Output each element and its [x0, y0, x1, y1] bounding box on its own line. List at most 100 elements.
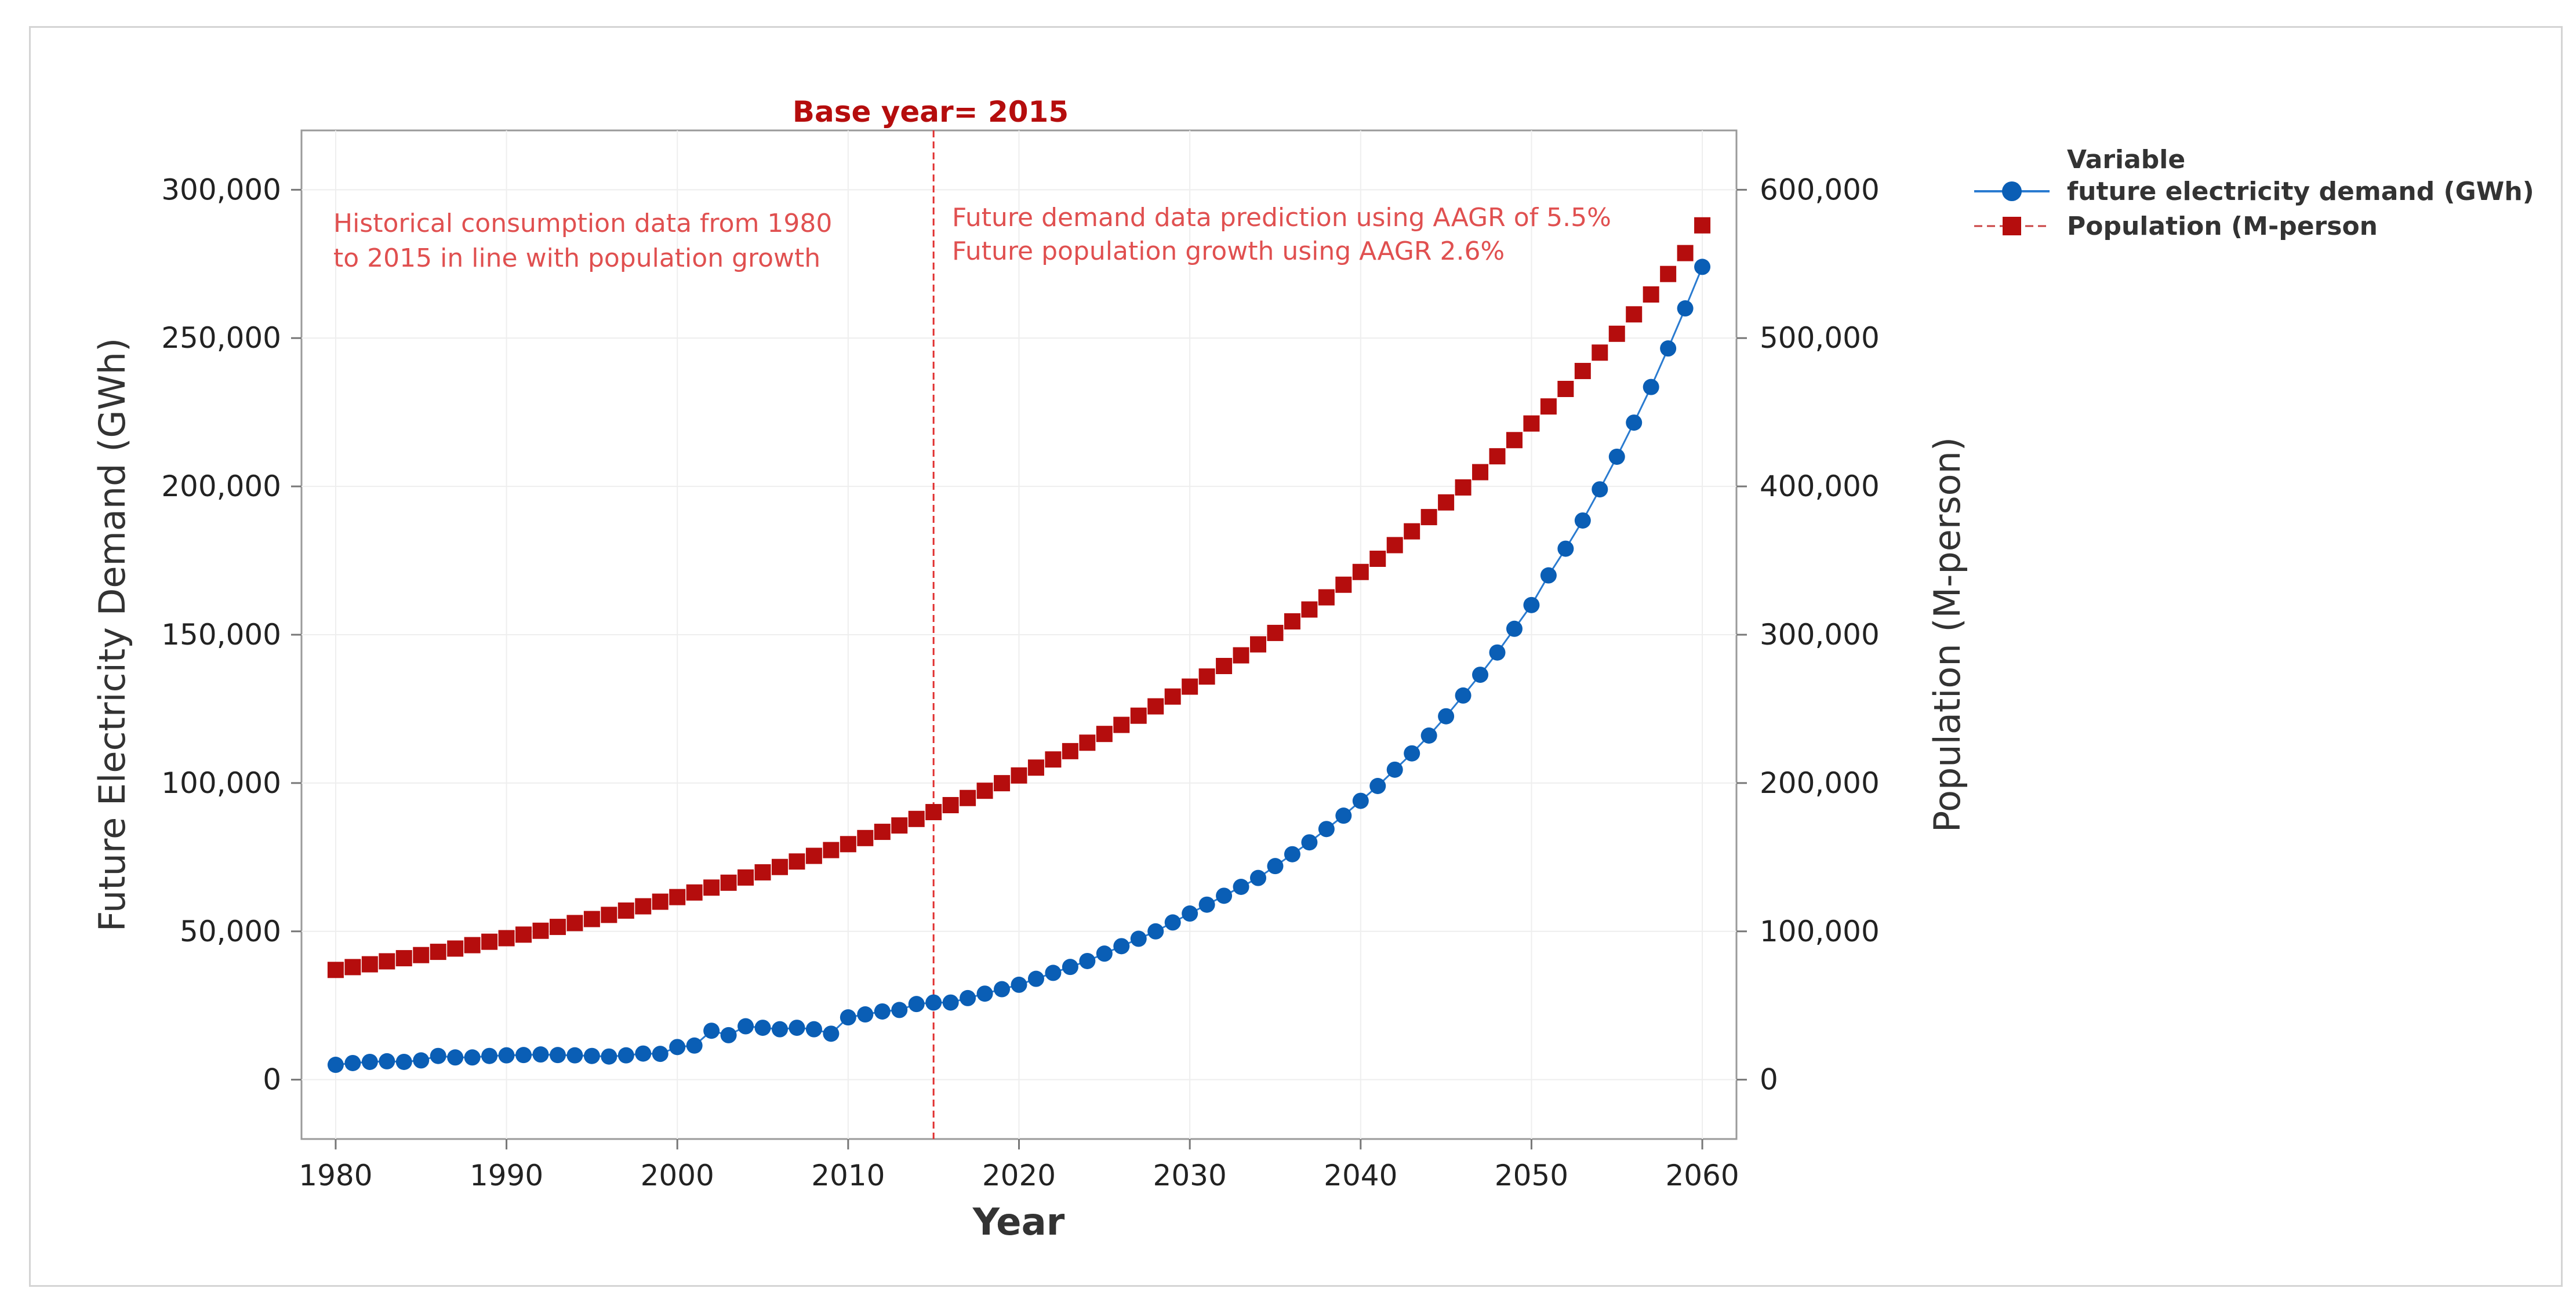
demand-point — [1027, 970, 1044, 987]
population-point — [1079, 734, 1096, 751]
population-point — [1301, 601, 1318, 618]
population-point — [1011, 767, 1027, 784]
demand-point — [652, 1046, 668, 1062]
demand-point — [1506, 620, 1523, 637]
y-tick-label-left: 150,000 — [161, 618, 281, 652]
demand-point — [1386, 761, 1403, 778]
x-tick-label: 2010 — [811, 1159, 885, 1192]
demand-point — [1113, 938, 1130, 955]
population-point — [669, 889, 686, 905]
population-point — [464, 937, 481, 954]
demand-point — [1369, 778, 1386, 794]
population-point — [447, 940, 464, 957]
demand-point — [1660, 340, 1677, 357]
population-point — [1523, 415, 1540, 432]
demand-point — [1643, 379, 1659, 395]
demand-point — [1404, 745, 1420, 762]
demand-point — [464, 1049, 481, 1066]
population-point — [566, 915, 583, 931]
demand-point — [549, 1047, 566, 1064]
x-tick-label: 2030 — [1153, 1159, 1227, 1192]
population-point — [549, 919, 566, 936]
legend: Variable future electricity demand (GWh)… — [1974, 145, 2534, 241]
demand-point — [1147, 923, 1164, 940]
population-point — [1404, 523, 1420, 540]
population-point — [942, 797, 959, 814]
demand-point — [1130, 930, 1147, 947]
demand-point — [1574, 512, 1591, 529]
population-point — [601, 907, 617, 923]
y-tick-label-right: 300,000 — [1760, 618, 1880, 652]
population-point — [1096, 726, 1113, 743]
demand-point — [874, 1003, 891, 1020]
population-point — [840, 836, 856, 853]
demand-point — [840, 1009, 856, 1026]
demand-point — [1335, 807, 1352, 824]
demand-point — [344, 1054, 361, 1071]
demand-point — [1164, 914, 1181, 931]
demand-point — [1608, 448, 1625, 465]
demand-point — [942, 994, 959, 1011]
legend-title: Variable — [2067, 145, 2185, 174]
population-point — [686, 884, 703, 901]
population-point — [1540, 398, 1557, 415]
population-point — [1489, 448, 1506, 465]
demand-point — [772, 1021, 788, 1038]
y-tick-label-left: 200,000 — [161, 470, 281, 503]
y-tick-label-left: 100,000 — [161, 766, 281, 800]
y-axis-title-right: Population (M-person) — [1926, 437, 1968, 832]
annotation-future-line2: Future population growth using AAGR 2.6% — [952, 236, 1505, 266]
population-point — [1318, 589, 1335, 606]
population-point — [1455, 479, 1472, 496]
population-point — [1506, 432, 1523, 449]
demand-point — [1250, 869, 1266, 886]
x-tick-label: 1990 — [470, 1159, 543, 1192]
population-point — [1420, 509, 1437, 526]
demand-point — [1557, 540, 1574, 557]
population-point — [1062, 743, 1078, 759]
y-tick-label-right: 200,000 — [1760, 766, 1880, 800]
demand-point — [1455, 687, 1472, 704]
y-tick-label-left: 250,000 — [161, 321, 281, 355]
demand-point — [1267, 858, 1284, 875]
demand-point — [823, 1025, 840, 1042]
population-point — [1045, 751, 1062, 768]
demand-point — [669, 1039, 686, 1056]
demand-point — [1523, 596, 1540, 613]
population-point — [1643, 286, 1659, 303]
demand-point — [754, 1020, 771, 1036]
y-tick-label-right: 500,000 — [1760, 321, 1880, 355]
demand-point — [1438, 708, 1455, 725]
demand-point — [1489, 644, 1506, 661]
demand-point — [583, 1047, 600, 1064]
demand-point — [703, 1022, 720, 1039]
population-point — [1335, 576, 1352, 593]
population-point — [498, 930, 515, 947]
population-point — [635, 898, 652, 915]
population-point — [1027, 759, 1044, 776]
demand-point — [1677, 300, 1694, 317]
x-axis-title: Year — [972, 1201, 1065, 1244]
demand-point — [532, 1046, 549, 1063]
demand-point — [1011, 976, 1027, 993]
population-point — [1216, 657, 1233, 674]
demand-point — [395, 1053, 412, 1070]
population-point — [1626, 306, 1643, 323]
population-point — [1369, 550, 1386, 567]
population-point — [1164, 688, 1181, 705]
population-point — [874, 824, 891, 840]
demand-point — [1284, 846, 1300, 863]
population-point — [379, 953, 395, 970]
demand-point — [327, 1057, 344, 1074]
y-tick-label-left: 50,000 — [180, 915, 281, 948]
population-point — [1147, 698, 1164, 715]
demand-point — [891, 1002, 908, 1018]
population-point — [515, 926, 532, 943]
population-point — [1694, 217, 1711, 234]
population-point — [772, 858, 788, 875]
demand-point — [1694, 259, 1711, 275]
demand-point — [737, 1018, 754, 1035]
demand-point — [515, 1047, 532, 1064]
annotation-historical-line2: to 2015 in line with population growth — [333, 243, 820, 273]
population-point — [1386, 537, 1403, 554]
